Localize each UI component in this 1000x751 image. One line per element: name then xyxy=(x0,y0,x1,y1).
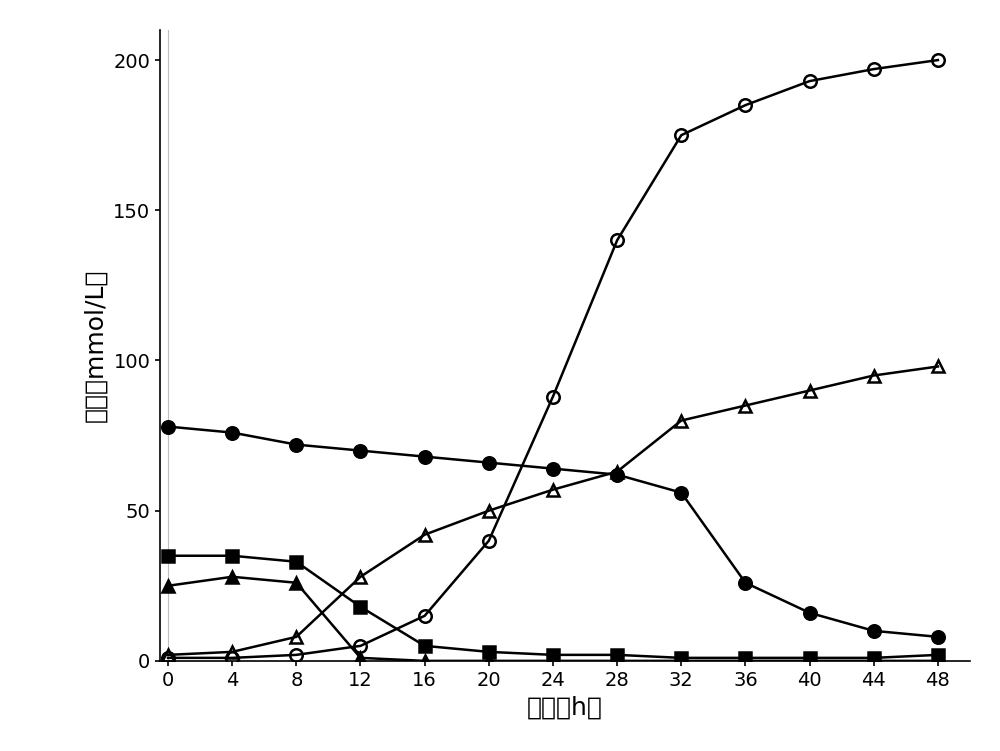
X-axis label: 时间（h）: 时间（h） xyxy=(527,695,603,719)
Y-axis label: 浓度（mmol/L）: 浓度（mmol/L） xyxy=(84,269,108,422)
